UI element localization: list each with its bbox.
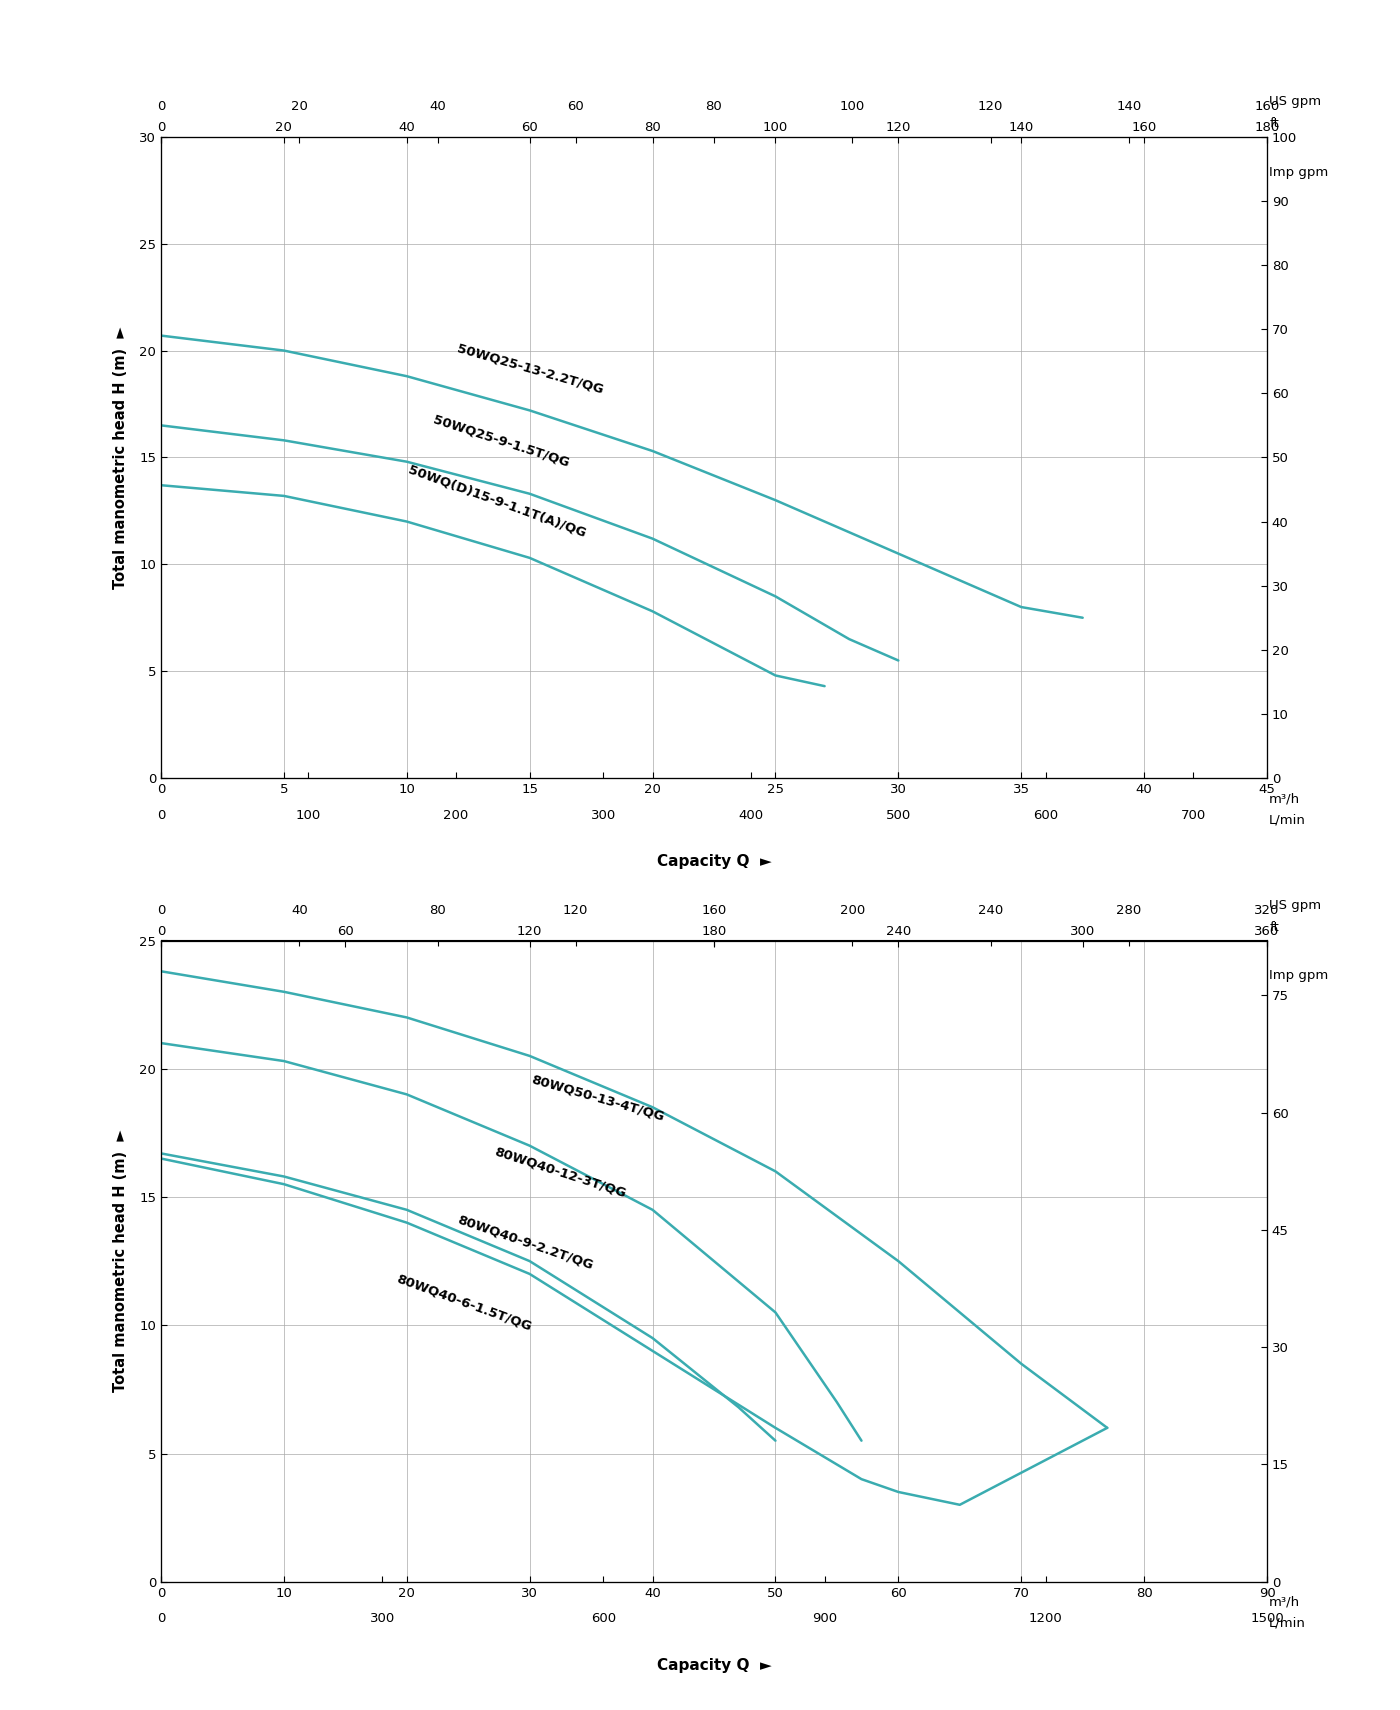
Text: US gpm: US gpm [1270,899,1322,911]
Text: 50WQ25-9-1.5T/QG: 50WQ25-9-1.5T/QG [431,412,571,469]
Text: 80WQ40-12-3T/QG: 80WQ40-12-3T/QG [493,1146,627,1200]
Text: m³/h: m³/h [1270,792,1301,805]
Text: m³/h: m³/h [1270,1595,1301,1609]
Text: US gpm: US gpm [1270,96,1322,108]
Text: L/min: L/min [1270,814,1306,826]
Text: 50WQ25-13-2.2T/QG: 50WQ25-13-2.2T/QG [456,342,605,397]
Text: 80WQ40-9-2.2T/QG: 80WQ40-9-2.2T/QG [456,1212,595,1272]
Y-axis label: Total manometric head H (m)  ►: Total manometric head H (m) ► [113,327,127,588]
Text: Imp gpm: Imp gpm [1270,166,1329,178]
Text: 50WQ(D)15-9-1.1T(A)/QG: 50WQ(D)15-9-1.1T(A)/QG [407,463,588,540]
Y-axis label: Total manometric head H (m)  ►: Total manometric head H (m) ► [113,1130,127,1392]
Text: Capacity Q  ►: Capacity Q ► [657,853,771,869]
Text: Imp gpm: Imp gpm [1270,970,1329,982]
Text: L/min: L/min [1270,1618,1306,1630]
Text: 80WQ40-6-1.5T/QG: 80WQ40-6-1.5T/QG [395,1272,533,1334]
Text: 80WQ50-13-4T/QG: 80WQ50-13-4T/QG [529,1072,665,1123]
Text: ft: ft [1270,922,1280,934]
Text: Capacity Q  ►: Capacity Q ► [657,1657,771,1672]
Text: ft: ft [1270,118,1280,130]
